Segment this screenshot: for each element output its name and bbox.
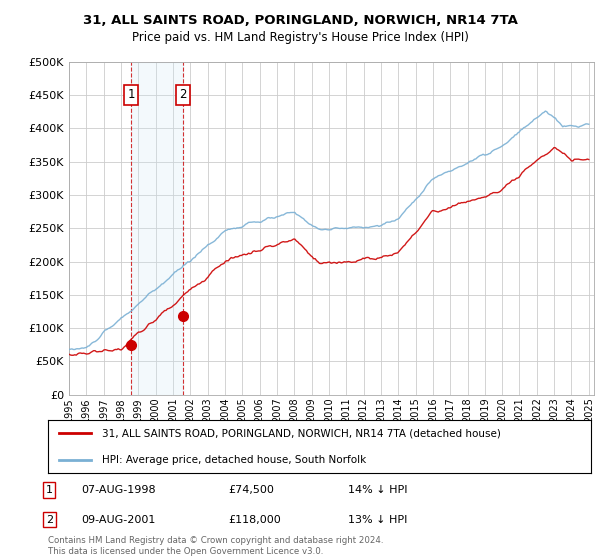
Text: 1: 1 <box>46 485 53 495</box>
Text: 31, ALL SAINTS ROAD, PORINGLAND, NORWICH, NR14 7TA (detached house): 31, ALL SAINTS ROAD, PORINGLAND, NORWICH… <box>103 428 501 438</box>
Text: 13% ↓ HPI: 13% ↓ HPI <box>348 515 407 525</box>
Text: £118,000: £118,000 <box>228 515 281 525</box>
Text: £74,500: £74,500 <box>228 485 274 495</box>
Text: 1: 1 <box>127 88 135 101</box>
Bar <box>131 62 183 395</box>
Text: 07-AUG-1998: 07-AUG-1998 <box>81 485 155 495</box>
Text: 31, ALL SAINTS ROAD, PORINGLAND, NORWICH, NR14 7TA: 31, ALL SAINTS ROAD, PORINGLAND, NORWICH… <box>83 14 517 27</box>
Text: 2: 2 <box>179 88 187 101</box>
Text: 14% ↓ HPI: 14% ↓ HPI <box>348 485 407 495</box>
Text: 09-AUG-2001: 09-AUG-2001 <box>81 515 155 525</box>
Text: Price paid vs. HM Land Registry's House Price Index (HPI): Price paid vs. HM Land Registry's House … <box>131 31 469 44</box>
Text: 2: 2 <box>46 515 53 525</box>
Text: HPI: Average price, detached house, South Norfolk: HPI: Average price, detached house, Sout… <box>103 455 367 465</box>
Text: Contains HM Land Registry data © Crown copyright and database right 2024.
This d: Contains HM Land Registry data © Crown c… <box>48 536 383 556</box>
